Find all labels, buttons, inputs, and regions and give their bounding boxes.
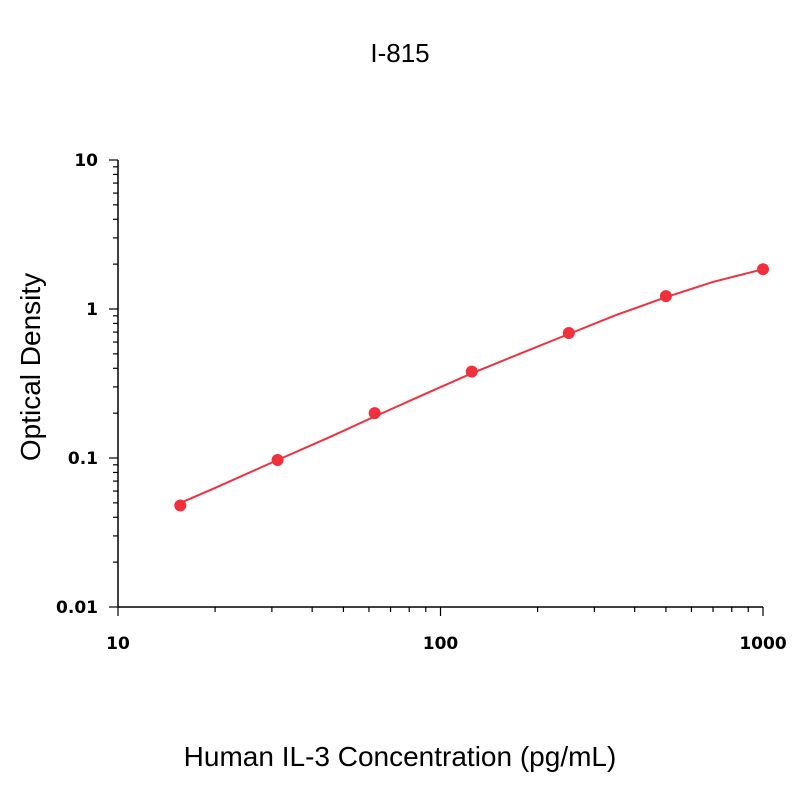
curve-layer [179,268,764,504]
x-axis-label: Human IL-3 Concentration (pg/mL) [184,741,617,772]
y-tick-label: 10 [74,151,98,171]
x-tick-label: 10 [106,634,130,654]
chart-title: I-815 [370,38,429,68]
x-tick-label: 100 [423,634,459,654]
x-tick-label: 1000 [739,634,786,654]
data-point [271,453,284,466]
y-tick-label: 0.1 [68,449,98,469]
data-point [562,327,575,340]
data-point [659,290,672,303]
tick-labels: 10 100 1000 0.01 0.1 1 10 [56,151,787,654]
data-point [368,407,381,420]
fit-curve [179,268,764,504]
y-tick-label: 0.01 [56,598,98,618]
ticks [109,159,764,616]
points-layer [174,263,769,512]
y-tick-label: 1 [86,300,98,320]
data-point [465,365,478,378]
axes [117,160,763,608]
y-axis-label: Optical Density [15,273,46,461]
data-point [757,263,769,276]
data-point [174,499,187,512]
